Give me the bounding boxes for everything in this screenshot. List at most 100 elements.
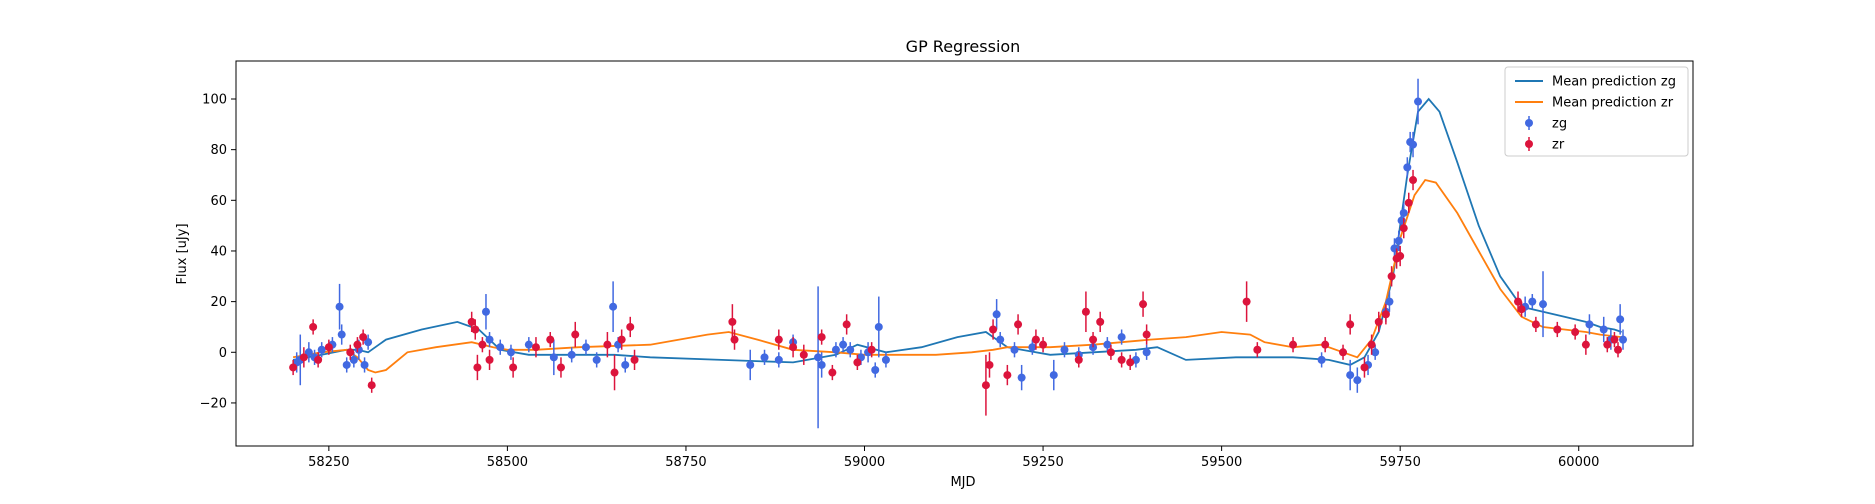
data-point-zg [335, 302, 344, 311]
data-point-zg [549, 353, 558, 362]
data-point-zg [874, 322, 883, 331]
x-tick-label: 58750 [665, 455, 706, 470]
data-point-zr [1360, 363, 1369, 372]
x-axis-label: MJD [950, 475, 975, 490]
data-point-zg [1414, 97, 1423, 106]
data-point-zr [473, 363, 482, 372]
data-point-zr [1321, 340, 1330, 349]
data-point-zg [567, 350, 576, 359]
data-point-zg [1317, 355, 1326, 364]
data-point-zg [506, 348, 515, 357]
data-point-zg [1353, 376, 1362, 385]
data-point-zr [1374, 317, 1383, 326]
data-point-zr [1003, 371, 1012, 380]
data-point-zr [630, 355, 639, 364]
data-point-zg [1585, 320, 1594, 329]
data-point-zg [304, 348, 313, 357]
data-point-zr [353, 340, 362, 349]
data-point-zg [1399, 208, 1408, 217]
y-tick-label: 100 [202, 92, 227, 107]
x-tick-label: 58500 [487, 455, 528, 470]
data-point-zr [799, 350, 808, 359]
data-point-zg [1539, 300, 1548, 309]
data-point-zr [1117, 355, 1126, 364]
data-point-zg [1371, 348, 1380, 357]
data-point-zr [1399, 224, 1408, 233]
data-point-zr [309, 322, 318, 331]
data-point-zg [1385, 297, 1394, 306]
data-point-zg [746, 360, 755, 369]
data-point-zr [1139, 300, 1148, 309]
data-point-zr [1404, 198, 1413, 207]
plot-area [289, 78, 1628, 429]
data-point-zr [1517, 305, 1526, 314]
data-point-zr [289, 363, 298, 372]
data-point-zr [1126, 358, 1135, 367]
data-point-zr [1242, 297, 1251, 306]
data-point-zr [1014, 320, 1023, 329]
data-point-zr [1610, 335, 1619, 344]
data-point-zr [1253, 345, 1262, 354]
data-point-zg [496, 343, 505, 352]
data-point-zr [1031, 335, 1040, 344]
legend-label: zr [1552, 138, 1565, 153]
data-point-zg [1103, 340, 1112, 349]
data-point-zr [989, 325, 998, 334]
data-point-zg [846, 345, 855, 354]
data-point-zg [1409, 140, 1418, 149]
data-point-zg [1028, 343, 1037, 352]
data-point-zr [981, 381, 990, 390]
legend-box [1504, 66, 1689, 157]
data-point-zr [471, 325, 480, 334]
data-point-zg [839, 340, 848, 349]
data-point-zg [581, 343, 590, 352]
legend-label: zg [1552, 117, 1567, 132]
data-point-zr [1081, 307, 1090, 316]
data-point-zr [1603, 340, 1612, 349]
x-tick-label: 58250 [308, 455, 349, 470]
data-point-zg [1060, 345, 1069, 354]
data-point-zg [360, 360, 369, 369]
data-point-zr [485, 355, 494, 364]
data-point-zr [546, 335, 555, 344]
axes: 58250 58500 58750 59000 59250 59500 59750 60000… [200, 60, 1694, 470]
x-tick-label: 59250 [1022, 455, 1063, 470]
data-point-zr [531, 343, 540, 352]
legend: Mean prediction zg Mean prediction zr zg zr [1504, 66, 1689, 157]
data-point-zg [1017, 373, 1026, 382]
data-point-zr [617, 335, 626, 344]
data-point-zg [871, 366, 880, 375]
y-tick-label: 80 [210, 143, 227, 158]
data-point-zr [828, 368, 837, 377]
data-point-zg [996, 335, 1005, 344]
y-tick-label: −20 [200, 396, 227, 411]
data-point-zr [1289, 340, 1298, 349]
data-point-zr [478, 340, 487, 349]
data-point-zg [1049, 371, 1058, 380]
data-point-zg [814, 353, 823, 362]
data-point-zr [346, 348, 355, 357]
legend-label: Mean prediction zr [1552, 96, 1674, 111]
data-point-zr [1346, 320, 1355, 329]
data-point-zr [1553, 325, 1562, 334]
axes-frame [235, 60, 1694, 447]
data-point-zr [1074, 355, 1083, 364]
data-point-zg [337, 330, 346, 339]
data-point-zg [1619, 335, 1628, 344]
x-tick-label: 59500 [1201, 455, 1242, 470]
data-point-zg [881, 355, 890, 364]
data-point-zg [1528, 297, 1537, 306]
data-point-zg [1616, 315, 1625, 324]
data-point-zr [1339, 348, 1348, 357]
data-point-zr [626, 322, 635, 331]
x-tick-label: 60000 [1558, 455, 1599, 470]
data-point-zr [359, 333, 368, 342]
data-point-zg [774, 355, 783, 364]
y-axis-label: Flux [uJy] [175, 223, 190, 284]
data-point-zg [481, 307, 490, 316]
data-point-zg [349, 355, 358, 364]
y-tick-label: 0 [219, 346, 227, 361]
data-point-zg [760, 353, 769, 362]
